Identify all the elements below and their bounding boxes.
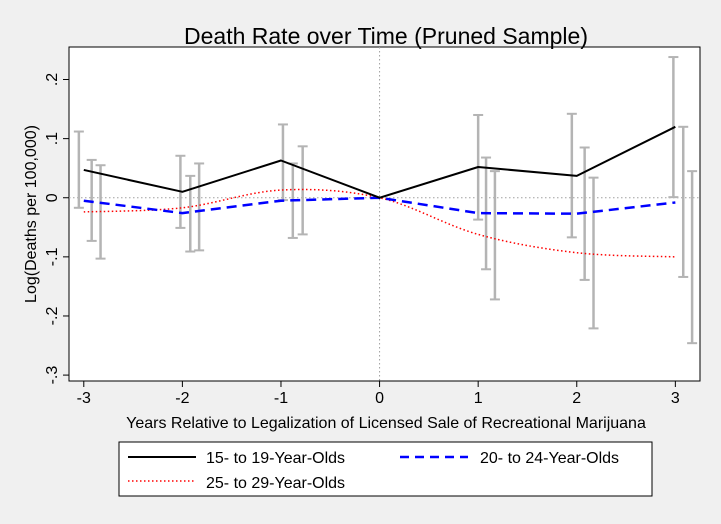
plot-area: [68, 46, 701, 382]
y-tick-label: -.2: [44, 307, 61, 326]
y-tick-label: .2: [44, 73, 61, 86]
x-tick-label: -3: [77, 390, 91, 407]
x-tick-label: 2: [572, 390, 581, 407]
x-tick-label: -2: [175, 390, 189, 407]
legend-label-25-29: 25- to 29-Year-Olds: [206, 475, 345, 492]
x-tick-label: 0: [375, 390, 384, 407]
y-tick-label: .1: [44, 132, 61, 145]
x-axis-label: Years Relative to Legalization of Licens…: [126, 415, 646, 432]
x-tick-label: 3: [671, 390, 680, 407]
y-axis-label: Log(Deaths per 100,000): [23, 125, 40, 303]
axes: -3 -2 -1 0 1 2 3 -.3 -.2 -.1 0 .1 .2: [44, 73, 680, 407]
legend-label-15-19: 15- to 19-Year-Olds: [206, 450, 345, 467]
chart-title: Death Rate over Time (Pruned Sample): [184, 23, 588, 49]
legend-box: [118, 441, 653, 497]
legend-label-20-24: 20- to 24-Year-Olds: [480, 450, 619, 467]
x-tick-label: 1: [474, 390, 483, 407]
y-tick-label: 0: [44, 193, 61, 202]
y-tick-label: -.3: [44, 366, 61, 385]
legend: 15- to 19-Year-Olds 20- to 24-Year-Olds …: [118, 441, 653, 497]
reference-lines: [69, 47, 700, 381]
y-tick-label: -.1: [44, 247, 61, 266]
x-tick-label: -1: [274, 390, 288, 407]
series-line-15-to-19-year-olds: [83, 125, 676, 199]
series-lines: [83, 125, 676, 258]
